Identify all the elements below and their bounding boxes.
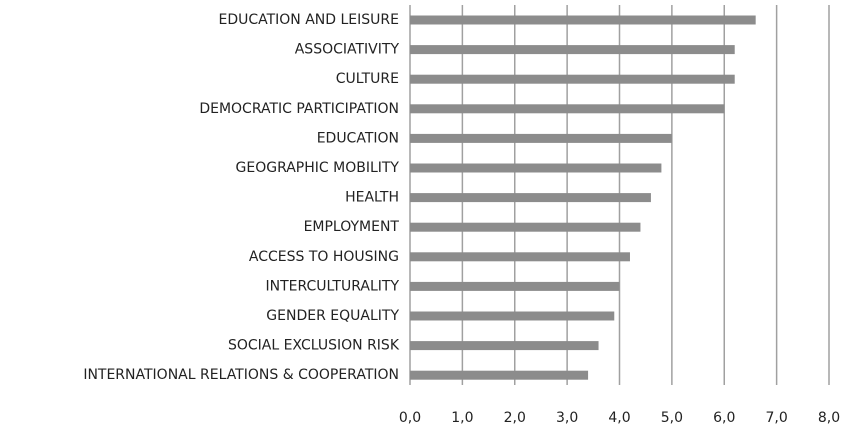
y-tick-label: EDUCATION AND LEISURE xyxy=(218,12,399,28)
bar xyxy=(410,74,735,84)
x-tick-label: 4,0 xyxy=(608,410,630,426)
y-tick-label: ASSOCIATIVITY xyxy=(295,42,400,58)
y-tick-label: GENDER EQUALITY xyxy=(266,308,399,324)
bar xyxy=(410,311,615,321)
bar xyxy=(410,193,651,203)
y-tick-label: CULTURE xyxy=(336,71,399,87)
bar xyxy=(410,281,620,291)
bar xyxy=(410,341,599,351)
y-tick-label: GEOGRAPHIC MOBILITY xyxy=(236,160,400,176)
y-tick-label: INTERNATIONAL RELATIONS & COOPERATION xyxy=(83,367,399,383)
y-tick-label: DEMOCRATIC PARTICIPATION xyxy=(199,101,399,117)
bar xyxy=(410,163,662,173)
bar xyxy=(410,252,630,262)
y-tick-label: SOCIAL EXCLUSION RISK xyxy=(228,338,400,354)
y-tick-label: HEALTH xyxy=(345,190,399,206)
y-tick-label: ACCESS TO HOUSING xyxy=(249,249,399,265)
x-tick-label: 3,0 xyxy=(556,410,578,426)
bar xyxy=(410,370,589,380)
bar xyxy=(410,45,735,55)
x-tick-label: 0,0 xyxy=(399,410,421,426)
x-tick-label: 7,0 xyxy=(765,410,787,426)
x-tick-label: 5,0 xyxy=(661,410,683,426)
y-tick-label: EMPLOYMENT xyxy=(304,219,400,235)
x-tick-label: 6,0 xyxy=(713,410,735,426)
bar xyxy=(410,15,756,25)
bar xyxy=(410,133,672,143)
x-tick-label: 8,0 xyxy=(818,410,840,426)
y-tick-label: INTERCULTURALITY xyxy=(266,278,400,294)
y-tick-label: EDUCATION xyxy=(317,130,399,146)
bar xyxy=(410,104,725,114)
x-tick-label: 2,0 xyxy=(504,410,526,426)
bar xyxy=(410,222,641,232)
x-tick-label: 1,0 xyxy=(451,410,473,426)
